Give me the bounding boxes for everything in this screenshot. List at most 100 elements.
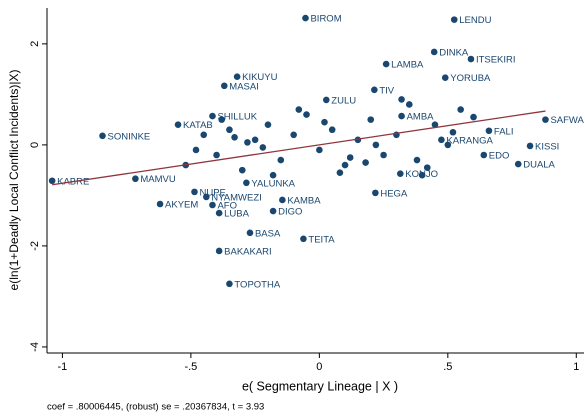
point [215, 209, 223, 217]
y-tick-label: -2 [29, 241, 41, 251]
point [243, 179, 250, 187]
point-label: KAMBA [287, 195, 321, 206]
x-tick-label: -1 [58, 361, 68, 373]
x-tick-label: 1 [573, 361, 579, 373]
point [233, 73, 241, 80]
point-label: TOPOTHA [234, 279, 280, 290]
note: coef = .80006445, (robust) se = .2036783… [47, 402, 264, 413]
point [303, 111, 310, 118]
point-label: BASA [255, 228, 281, 239]
point-label: HEGA [380, 188, 408, 199]
point [398, 96, 405, 103]
point [279, 196, 286, 204]
point [444, 141, 452, 149]
point-label: SONINKE [107, 131, 150, 142]
point-label: YORUBA [450, 73, 491, 84]
point [457, 106, 464, 113]
point [316, 146, 323, 154]
point-label: SHILLUK [217, 112, 257, 123]
point-label: DINKA [439, 47, 469, 58]
point [371, 86, 378, 94]
point [231, 134, 238, 141]
y-axis-title: e(ln(1+Deadly Local Conflict Incidents)|… [7, 70, 21, 291]
point [99, 132, 106, 140]
point [277, 156, 285, 164]
fit-line [52, 110, 546, 186]
point [295, 106, 303, 113]
point [367, 116, 375, 123]
point [226, 280, 233, 288]
x-tick-label: .5 [443, 361, 452, 373]
point [423, 164, 431, 171]
point [269, 171, 277, 179]
point [302, 14, 309, 22]
point [264, 121, 272, 128]
point [336, 169, 344, 176]
point-label: DUALA [523, 160, 555, 171]
point-label: NUPE [199, 187, 225, 198]
point [209, 112, 216, 120]
point [380, 151, 387, 159]
point-label: LAMBA [391, 60, 424, 71]
point [259, 144, 267, 151]
point-label: LENDU [459, 15, 491, 26]
point [346, 154, 354, 161]
point [431, 121, 439, 128]
point [220, 82, 228, 90]
point [218, 116, 226, 123]
point-label: TIV [379, 85, 394, 96]
point [542, 116, 549, 123]
point [132, 175, 139, 183]
point [290, 131, 297, 139]
point [430, 48, 438, 56]
point [449, 128, 457, 136]
point [269, 207, 277, 215]
point-label: TEITA [308, 234, 335, 245]
point [467, 55, 475, 63]
point [485, 127, 493, 135]
point [372, 189, 379, 197]
point [238, 166, 246, 174]
x-axis-title: e( Segmentary Lineage | X ) [242, 379, 398, 393]
point [213, 151, 220, 159]
point-label: KATAB [183, 120, 213, 131]
point-label: KISSI [535, 141, 559, 152]
point [480, 151, 488, 159]
point-label: BAKAKARI [224, 246, 272, 257]
point [192, 146, 200, 154]
point [215, 247, 223, 255]
point-label: MASAI [229, 81, 259, 92]
point [174, 121, 182, 128]
point-label: AMBA [407, 112, 435, 123]
point [450, 16, 458, 23]
point-label: ITSEKIRI [476, 55, 516, 66]
point [413, 156, 421, 164]
point-label: YALUNKA [251, 178, 295, 189]
point-label: AFO [217, 201, 237, 212]
y-tick-label: 2 [29, 41, 41, 47]
point-label: KARANGA [446, 135, 493, 146]
y-tick-label: -4 [29, 342, 41, 352]
point [209, 201, 216, 209]
point [382, 60, 390, 68]
point-label: LUBA [224, 209, 249, 220]
point [328, 126, 336, 134]
y-tick-label: 0 [29, 142, 41, 148]
point-label: MAMVU [140, 174, 176, 185]
x-tick-label: -.5 [184, 361, 197, 373]
point [470, 113, 477, 121]
point [526, 142, 534, 150]
point [246, 229, 254, 237]
point [191, 188, 198, 196]
point [300, 235, 307, 243]
point [322, 96, 330, 104]
point-label: EDO [489, 151, 510, 162]
point-label: BIROM [310, 14, 341, 25]
point [341, 161, 349, 169]
point [321, 118, 328, 126]
point [372, 141, 380, 149]
point [48, 177, 56, 185]
point-label: KIKUYU [242, 72, 278, 83]
point-label: AKYEM [165, 200, 198, 211]
